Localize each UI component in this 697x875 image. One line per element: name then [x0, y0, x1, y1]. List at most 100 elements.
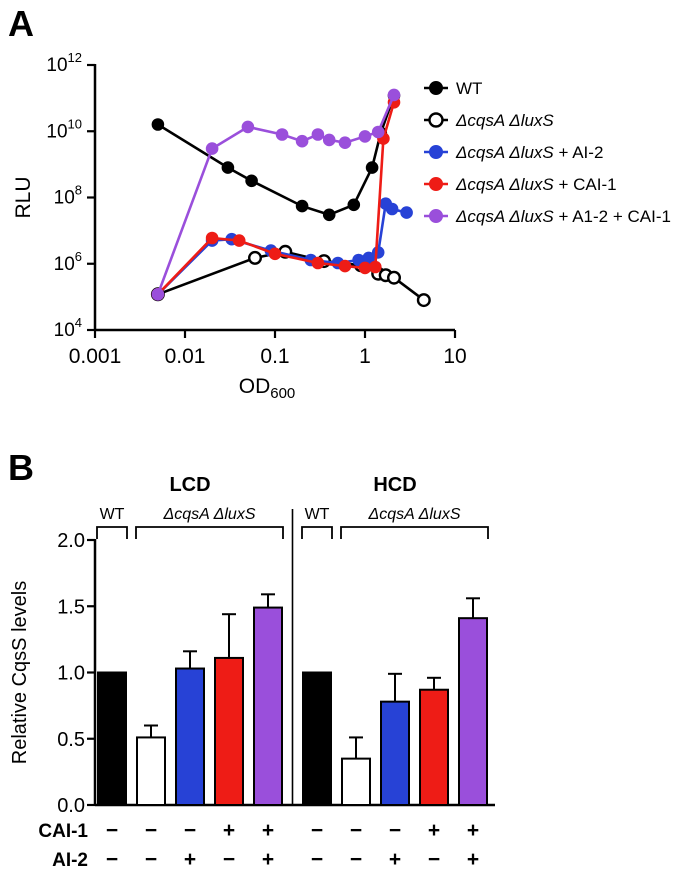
series-point-cqsA-luxS-AI2-CAI1: [295, 134, 309, 148]
y-tick-label: 108: [54, 183, 82, 209]
series-point-cqsA-luxS-AI2-CAI1: [241, 120, 255, 134]
bar: [97, 671, 127, 806]
legend-label: ΔcqsA ΔluxS + A1-2 + CAI-1: [455, 207, 671, 226]
sign: −: [350, 848, 362, 871]
sign: −: [106, 819, 118, 842]
series-point-cqsA-luxS: [416, 293, 431, 308]
sign-row-label: AI-2: [52, 850, 88, 871]
legend-marker: [429, 81, 443, 95]
legend-marker: [429, 145, 443, 159]
series-point-cqsA-luxS-CAI1: [205, 231, 219, 245]
series-line-cqsA-luxS-CAI1: [156, 101, 396, 296]
group-header: LCD: [169, 474, 210, 496]
x-tick-label: 0.001: [69, 345, 122, 368]
bracket: [301, 526, 333, 539]
sign: −: [106, 848, 118, 871]
series-point-wt: [347, 198, 361, 212]
legend-marker: [429, 209, 443, 223]
sign-row-label: CAI-1: [38, 821, 88, 842]
series-point-cqsA-luxS-AI2-CAI1: [322, 133, 336, 147]
y-tick-label: 1012: [46, 50, 82, 76]
series-point-cqsA-luxS-AI2-CAI1: [358, 130, 372, 143]
bar: [419, 688, 449, 807]
series-point-cqsA-luxS-CAI1: [268, 247, 282, 261]
sign: +: [223, 819, 235, 842]
sign: +: [262, 819, 274, 842]
legend-marker: [428, 112, 444, 128]
series-point-cqsA-luxS-AI2-CAI1: [371, 125, 385, 139]
bar: [214, 656, 244, 806]
luminescence-line-chart: 104 106 108 1010 1012 0.001 0.01 0.1 1 10 OD600 RLU…: [12, 50, 671, 402]
series-point-wt: [221, 161, 235, 174]
sign: +: [467, 848, 479, 871]
x-tick-label: 0.01: [165, 345, 206, 368]
x-axis-label: OD600: [239, 375, 296, 402]
bar: [458, 617, 488, 806]
series-point-cqsA-luxS-AI2-CAI1: [275, 128, 289, 141]
panel-a-label: A: [8, 3, 34, 44]
series-point-cqsA-luxS-AI2-CAI1: [387, 88, 401, 102]
sign: +: [389, 848, 401, 871]
bracket-label: WT: [100, 506, 125, 523]
series-point-wt: [322, 208, 336, 222]
series-point-wt: [365, 161, 379, 174]
bar: [341, 757, 371, 806]
series-point-cqsA-luxS-CAI1: [232, 234, 246, 247]
bar: [175, 667, 205, 806]
sign: −: [311, 819, 323, 842]
sign: −: [311, 848, 323, 871]
y-tick-label: 106: [54, 249, 82, 275]
legend-label: WT: [456, 79, 482, 98]
bracket-label: ΔcqsA ΔluxS: [367, 506, 460, 523]
bracket: [135, 526, 284, 539]
bracket: [340, 526, 489, 539]
y-tick-label: 0.0: [57, 795, 85, 817]
series-point-cqsA-luxS: [247, 250, 262, 265]
series-point-cqsA-luxS-AI2-CAI1: [311, 128, 325, 141]
legend-marker: [429, 177, 443, 191]
y-tick-label: 2.0: [57, 530, 85, 552]
legend-label: ΔcqsA ΔluxS + AI-2: [455, 143, 603, 162]
cqss-bar-chart: 0.0 0.5 1.0 1.5 2.0 Relative CqsS levels LCD WT…: [9, 474, 495, 871]
y-axis-label: Relative CqsS levels: [9, 581, 31, 764]
series-point-cqsA-luxS-CAI1: [358, 261, 372, 275]
sign: −: [428, 848, 440, 871]
y-axis-label: RLU: [12, 176, 35, 218]
sign: −: [145, 848, 157, 871]
series-point-cqsA-luxS-AI2-CAI1: [205, 142, 219, 155]
sign: −: [184, 819, 196, 842]
sign: −: [350, 819, 362, 842]
sign: −: [223, 848, 235, 871]
series-point-cqsA-luxS: [387, 270, 402, 285]
x-tick-label: 1: [359, 345, 371, 368]
y-tick-label: 1.5: [57, 596, 85, 618]
series-point-cqsA-luxS-CAI1: [369, 260, 382, 274]
sign: +: [184, 848, 196, 871]
bar: [136, 736, 166, 806]
series-point-cqsA-luxS-AI2: [371, 246, 385, 259]
bar: [302, 671, 332, 806]
x-tick-label: 0.1: [260, 345, 289, 368]
x-tick-label: 10: [443, 345, 466, 368]
sign: −: [145, 819, 157, 842]
sign: −: [389, 819, 401, 842]
series-point-cqsA-luxS-CAI1: [338, 259, 352, 273]
series-point-wt: [295, 199, 309, 213]
series-point-cqsA-luxS-AI2: [400, 206, 413, 219]
sign: +: [428, 819, 440, 842]
series-point-cqsA-luxS-AI2: [385, 202, 399, 216]
y-tick-label: 1010: [46, 116, 82, 142]
series-point-cqsA-luxS-AI2-CAI1: [151, 288, 165, 301]
sign: +: [262, 848, 274, 871]
y-tick-label: 0.5: [57, 729, 85, 751]
panel-b-label: B: [8, 447, 34, 488]
y-tick-label: 104: [54, 315, 82, 341]
series-point-wt: [151, 118, 165, 131]
bracket-label: ΔcqsA ΔluxS: [162, 506, 255, 523]
sign: +: [467, 819, 479, 842]
legend-label: ΔcqsA ΔluxS + CAI-1: [455, 175, 617, 194]
series-point-wt: [245, 174, 258, 188]
bar: [253, 606, 283, 806]
series-point-cqsA-luxS-CAI1: [311, 256, 325, 270]
